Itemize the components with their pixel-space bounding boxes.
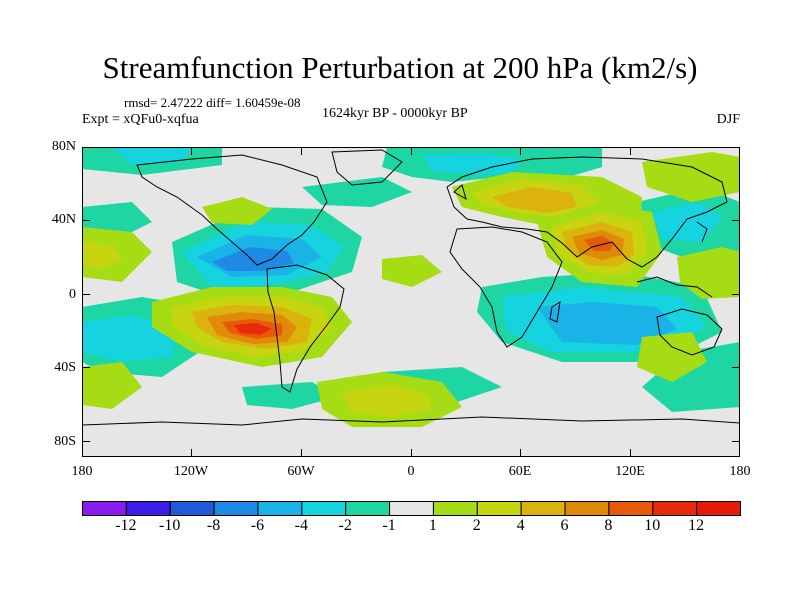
x-tick-label: 180: [729, 464, 751, 479]
stats-line: rmsd= 2.47222 diff= 1.60459e-08: [124, 95, 301, 110]
coastline-australia: [656, 308, 723, 356]
coastline-indonesia: [636, 276, 713, 298]
positive-region: [234, 323, 272, 335]
colorbar-label: 8: [604, 517, 613, 534]
coastlines: [82, 149, 740, 426]
negative-region: [302, 177, 412, 207]
coastline-north-america: [136, 154, 328, 266]
colorbar-label: 10: [644, 517, 661, 534]
colorbar: [82, 501, 741, 516]
coastline-south-america: [266, 264, 345, 393]
negative-region: [212, 247, 294, 271]
coastline-madagascar: [549, 301, 561, 323]
colorbar-label: -4: [294, 517, 308, 534]
colorbar-label: -12: [115, 517, 137, 534]
x-tick-label: 0: [407, 464, 415, 479]
contour-fill: [82, 147, 740, 427]
colorbar-label: -1: [382, 517, 396, 534]
negative-region: [82, 202, 152, 237]
colorbar-box: [520, 501, 566, 516]
colorbar-boxes: [82, 501, 741, 516]
positive-region: [342, 385, 432, 417]
x-tick-label: 180: [71, 464, 93, 479]
negative-region: [422, 153, 522, 175]
colorbar-label: 12: [688, 517, 705, 534]
colorbar-label: 2: [472, 517, 481, 534]
tick-marks: [82, 147, 740, 457]
colorbar-label: -6: [250, 517, 265, 534]
colorbar-box: [213, 501, 259, 516]
negative-region: [652, 202, 722, 242]
positive-region: [82, 362, 142, 409]
colorbar-box: [125, 501, 171, 516]
colorbar-label: -10: [159, 517, 181, 534]
colorbar-box: [652, 501, 698, 516]
positive-region: [202, 197, 272, 225]
coastline-japan: [696, 221, 708, 243]
contour-map: [82, 147, 740, 457]
colorbar-box: [169, 501, 215, 516]
x-tick-label: 60E: [508, 464, 532, 479]
x-tick-label: 120W: [173, 464, 209, 479]
coastline-europe-asia: [446, 156, 728, 268]
y-tick-label: 80S: [54, 434, 76, 449]
chart-title: Streamfunction Perturbation at 200 hPa (…: [102, 50, 698, 85]
colorbar-label: -2: [338, 517, 352, 534]
colorbar-box: [564, 501, 610, 516]
negative-region: [112, 147, 192, 165]
x-tick-label: 60W: [287, 464, 315, 479]
y-tick-label: 40S: [54, 360, 76, 375]
colorbar-label: 1: [428, 517, 437, 534]
y-tick-label: 0: [69, 287, 76, 302]
colorbar-label: -8: [206, 517, 221, 534]
coastline-greenland: [331, 149, 403, 186]
colorbar-box: [301, 501, 347, 516]
negative-region: [242, 382, 337, 409]
positive-region: [637, 332, 707, 382]
colorbar-label: 4: [516, 517, 525, 534]
colorbar-box: [476, 501, 522, 516]
colorbar-box: [608, 501, 654, 516]
x-tick-label: 120E: [615, 464, 645, 479]
period-label: 1624kyr BP - 0000kyr BP: [322, 106, 468, 121]
positive-region: [492, 187, 577, 213]
colorbar-box: [432, 501, 478, 516]
y-tick-label: 40N: [51, 212, 76, 227]
coastline-africa: [449, 226, 563, 348]
negative-region: [537, 302, 677, 345]
experiment-label: Expt = xQFu0-xqfua: [82, 112, 199, 127]
positive-region: [677, 247, 740, 299]
colorbar-box: [257, 501, 303, 516]
coastline-uk: [453, 184, 467, 201]
negative-region: [642, 342, 740, 412]
coastline-antarctica: [82, 416, 740, 426]
y-tick-label: 80N: [51, 139, 76, 154]
colorbar-label: 6: [560, 517, 569, 534]
positive-region: [82, 242, 122, 269]
colorbar-box: [696, 501, 741, 516]
colorbar-box: [82, 501, 127, 516]
colorbar-box: [389, 501, 434, 516]
colorbar-box: [345, 501, 391, 516]
positive-region: [382, 255, 442, 287]
season-label: DJF: [716, 112, 740, 127]
positive-region: [642, 152, 740, 202]
